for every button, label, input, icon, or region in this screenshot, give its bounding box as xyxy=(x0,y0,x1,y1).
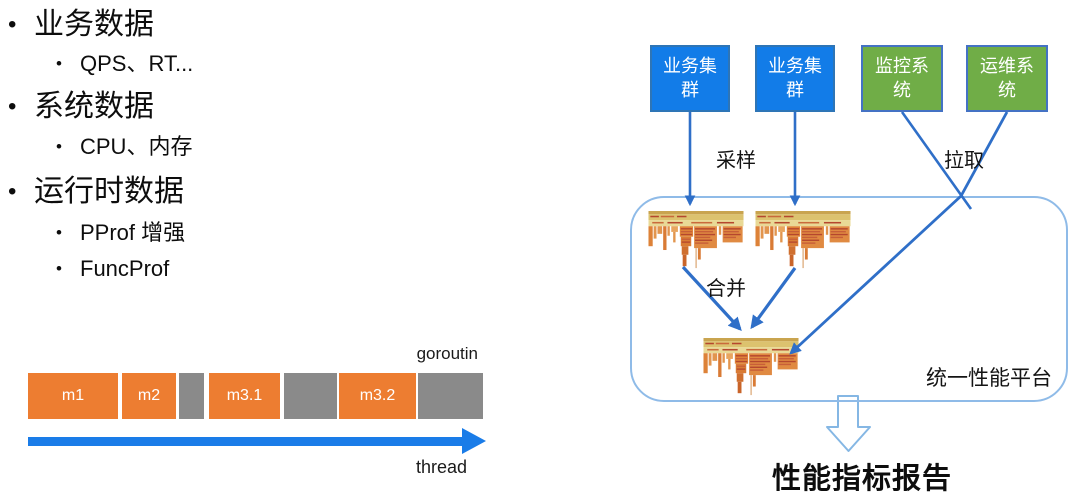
timeline-block-idle xyxy=(284,373,337,419)
node-monitoring-system: 监控系统 xyxy=(861,45,943,112)
node-label: 监控系统 xyxy=(875,56,929,100)
block-label: m2 xyxy=(137,387,161,404)
bullet-text: FuncProf xyxy=(80,256,170,281)
bullet-item: • PProf 增强 xyxy=(56,220,185,246)
goroutine-label: goroutin xyxy=(416,344,478,363)
block-label: m1 xyxy=(61,387,85,404)
node-label: 业务集群 xyxy=(768,56,822,100)
timeline-block-m1: m1 xyxy=(28,373,118,419)
node-ops-system: 运维系统 xyxy=(966,45,1048,112)
bullet-icon: • xyxy=(56,259,62,278)
platform-label: 统一性能平台 xyxy=(926,367,1052,390)
bullet-icon: • xyxy=(8,93,17,120)
node-label: 运维系统 xyxy=(980,56,1034,100)
bullet-icon: • xyxy=(56,54,62,73)
report-label: 性能指标报告 xyxy=(772,463,953,495)
node-business-cluster-2: 业务集群 xyxy=(755,45,835,112)
bullet-text: QPS、RT... xyxy=(80,51,194,76)
merge-label: 合并 xyxy=(706,278,746,300)
timeline-block-m3-1: m3.1 xyxy=(209,373,280,419)
bullet-icon: • xyxy=(8,11,17,38)
bullet-item: • 系统数据 xyxy=(8,90,154,124)
timeline-block-m3-2: m3.2 xyxy=(339,373,416,419)
bullet-item: • 运行时数据 xyxy=(8,175,184,209)
bullet-text: 系统数据 xyxy=(34,90,154,123)
node-label: 业务集群 xyxy=(663,56,717,100)
bullet-icon: • xyxy=(56,223,62,242)
bullet-text: 运行时数据 xyxy=(34,175,184,208)
bullet-text: PProf 增强 xyxy=(80,220,186,245)
thread-arrow-icon xyxy=(462,428,486,454)
node-business-cluster-1: 业务集群 xyxy=(650,45,730,112)
timeline-block-m2: m2 xyxy=(122,373,176,419)
thread-arrow-shaft xyxy=(28,437,465,446)
pull-label: 拉取 xyxy=(944,150,984,172)
thread-label: thread xyxy=(416,457,468,477)
timeline-block-idle xyxy=(179,373,204,419)
bullet-text: CPU、内存 xyxy=(80,134,193,159)
bullet-icon: • xyxy=(8,178,17,205)
block-label: m3.1 xyxy=(226,387,263,404)
bullet-item: • QPS、RT... xyxy=(56,51,193,77)
sampling-label: 采样 xyxy=(716,150,756,172)
bullet-text: 业务数据 xyxy=(34,8,154,41)
bullet-icon: • xyxy=(56,137,62,156)
timeline-block-idle xyxy=(418,373,483,419)
bullet-item: • CPU、内存 xyxy=(56,134,192,160)
bullet-item: • 业务数据 xyxy=(8,8,154,42)
bullet-item: • FuncProf xyxy=(56,256,169,282)
block-label: m3.2 xyxy=(359,387,396,404)
